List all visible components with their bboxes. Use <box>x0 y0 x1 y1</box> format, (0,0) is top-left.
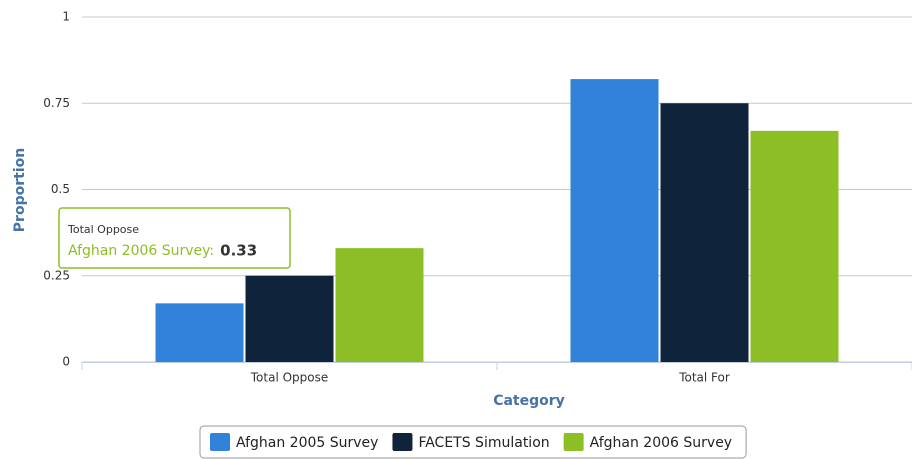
tooltip-value: 0.33 <box>220 242 257 260</box>
tooltip-label: Afghan 2006 Survey: <box>68 243 214 259</box>
x-tick-label: Total For <box>678 371 730 385</box>
tooltip-title: Total Oppose <box>67 223 139 236</box>
bar <box>750 130 839 362</box>
legend-swatch <box>392 433 413 451</box>
legend-label: Afghan 2006 Survey <box>590 435 732 451</box>
bar <box>335 248 424 362</box>
tooltip-box <box>58 207 291 269</box>
y-tick-label: 0.5 <box>51 182 70 196</box>
x-axis-title: Category <box>493 393 565 409</box>
bar <box>155 303 244 362</box>
legend-box <box>199 425 747 459</box>
bar <box>660 103 749 362</box>
y-tick-label: 1 <box>62 10 70 24</box>
bar <box>245 275 334 362</box>
y-tick-label: 0.75 <box>43 96 70 110</box>
legend-swatch <box>210 433 230 451</box>
legend-swatch <box>563 433 584 451</box>
legend-label: Afghan 2005 Survey <box>236 435 378 451</box>
x-tick-label: Total Oppose <box>250 371 329 385</box>
legend: Afghan 2005 Survey FACETS Simulation Afgha… <box>199 425 747 459</box>
legend-label: FACETS Simulation <box>418 435 549 451</box>
y-tick-label: 0 <box>62 355 70 369</box>
bar <box>570 79 659 362</box>
tooltip: Total Oppose Afghan 2006 Survey: 0.33 <box>58 207 291 269</box>
y-axis-title: Proportion <box>12 148 28 232</box>
y-tick-label: 0.25 <box>43 268 70 282</box>
